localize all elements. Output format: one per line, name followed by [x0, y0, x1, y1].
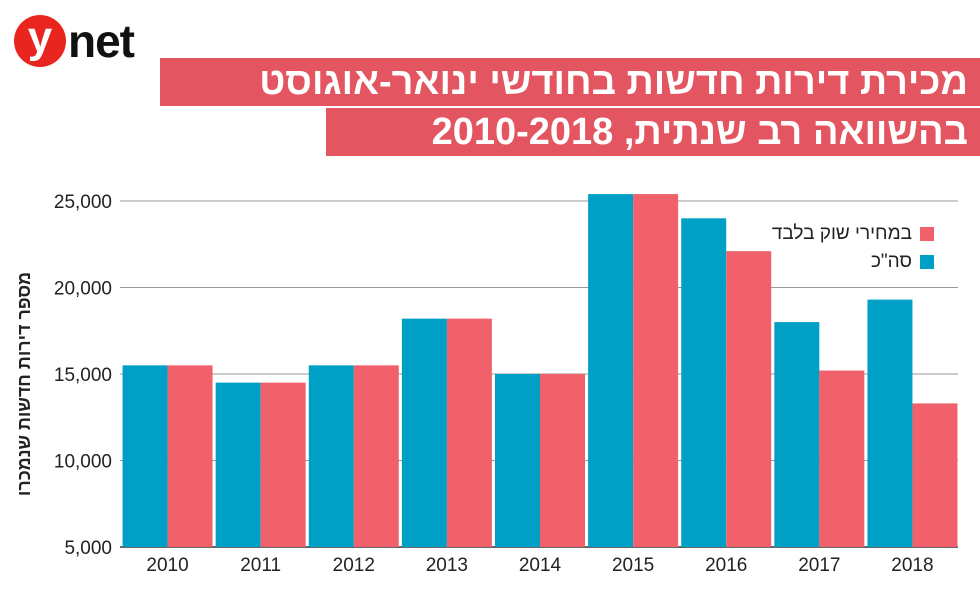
bar-total-2012 — [308, 365, 354, 547]
logo-mark: y — [14, 15, 66, 67]
x-tick-label: 2014 — [519, 555, 562, 576]
x-tick-label: 2013 — [426, 555, 468, 576]
legend-swatch-total — [920, 255, 934, 269]
x-tick-label: 2012 — [333, 555, 375, 576]
y-tick-label: 25,000 — [54, 192, 112, 213]
bar-market-2017 — [819, 370, 865, 547]
bar-market-2016 — [726, 251, 772, 548]
x-tick-label: 2011 — [240, 555, 281, 576]
bar-market-2014 — [540, 374, 585, 547]
x-tick-label: 2015 — [612, 555, 654, 576]
x-tick-label: 2016 — [705, 555, 747, 576]
y-tick-label: 20,000 — [54, 279, 112, 300]
y-tick-label: 15,000 — [54, 365, 112, 386]
legend-item-total: סה"כ — [772, 248, 934, 276]
bar-market-2018 — [912, 403, 958, 547]
chart-legend: במחירי שוק בלבד סה"כ — [772, 220, 934, 276]
legend-label-market: במחירי שוק בלבד — [771, 223, 912, 244]
x-tick-label: 2010 — [146, 555, 188, 576]
chart-title-line-2: בהשוואה רב שנתית, 2010-2018 — [326, 108, 980, 156]
y-tick-label: 10,000 — [54, 452, 112, 473]
legend-swatch-market — [920, 227, 934, 241]
x-tick-label: 2017 — [798, 555, 840, 576]
x-tick-label: 2018 — [891, 555, 933, 576]
logo-text: net — [68, 15, 135, 67]
y-tick-label: 5,000 — [64, 538, 112, 559]
chart-title-line-1: מכירת דירות חדשות בחודשי ינואר-אוגוסט — [160, 58, 980, 106]
bar-market-2015 — [633, 194, 679, 547]
bar-total-2018 — [867, 299, 913, 547]
legend-item-market: במחירי שוק בלבד — [772, 220, 934, 248]
ynet-logo: y net — [14, 14, 135, 68]
bar-market-2010 — [167, 365, 213, 547]
bar-total-2016 — [681, 218, 727, 548]
bar-total-2013 — [401, 318, 447, 547]
bar-market-2012 — [353, 365, 399, 547]
bar-market-2013 — [446, 318, 492, 547]
bar-total-2017 — [774, 322, 820, 547]
bar-total-2015 — [588, 194, 634, 547]
bar-total-2014 — [495, 374, 540, 547]
bar-total-2011 — [215, 382, 261, 547]
bar-total-2010 — [122, 365, 168, 547]
y-axis-title: מספר דירות חדשות שנמכרו — [14, 272, 34, 496]
legend-label-total: סה"כ — [870, 251, 912, 272]
bar-market-2011 — [260, 382, 306, 547]
